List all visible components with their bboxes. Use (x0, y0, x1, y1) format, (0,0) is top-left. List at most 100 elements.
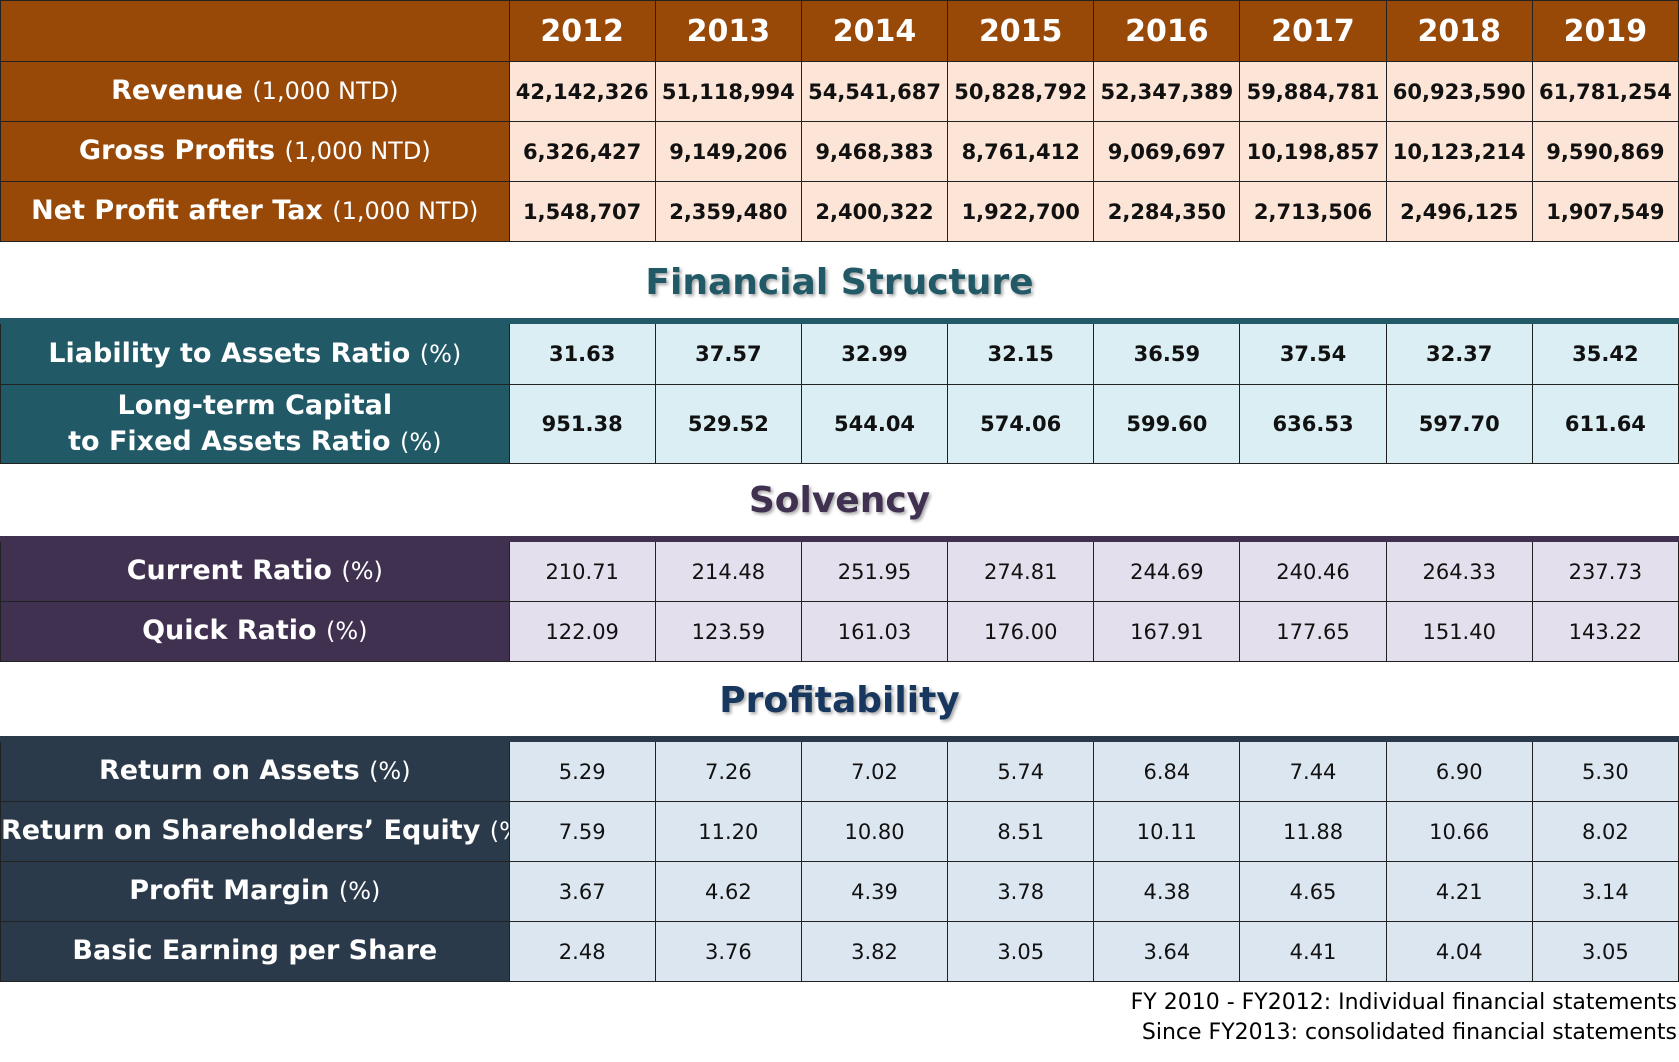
value-cell: 264.33 (1385, 538, 1533, 602)
value-cell: 611.64 (1531, 384, 1679, 464)
value-cell: 597.70 (1385, 384, 1533, 464)
row-label-line: Liability to Assets Ratio (%) (1, 336, 508, 372)
value-cell: 2,713,506 (1239, 181, 1387, 242)
header-corner (0, 0, 510, 62)
row-label: Quick Ratio (%) (0, 601, 510, 662)
value-cell: 50,828,792 (947, 61, 1095, 122)
value-cell: 54,541,687 (800, 61, 949, 122)
table-row: Return on Assets (%) 5.29 7.26 7.02 5.74 6.84… (0, 738, 1679, 802)
value-cell: 151.40 (1385, 601, 1533, 662)
table-row: Basic Earning per Share 2.48 3.76 3.82 3.05 3… (0, 921, 1679, 982)
footnote-individual-statements: FY 2010 - FY2012: Individual financial s… (1130, 990, 1677, 1015)
row-label-line: Net Profit after Tax (1,000 NTD) (1, 193, 508, 229)
value-cell: 214.48 (654, 538, 802, 602)
row-label-text: Basic Earning per Share (72, 935, 438, 967)
row-label: Net Profit after Tax (1,000 NTD) (0, 181, 510, 242)
year-header: 2018 (1385, 0, 1533, 62)
table-row: Profit Margin (%) 3.67 4.62 4.39 3.78 4.38 4.6… (0, 861, 1679, 922)
table-row: Return on Shareholders’ Equity (%)7.5911… (0, 801, 1679, 862)
year-header-row: 2012 2013 2014 2015 2016 2017 2018 2019 (0, 0, 1679, 62)
table-row: Net Profit after Tax (1,000 NTD) 1,548,70… (0, 181, 1679, 242)
table-row: Liability to Assets Ratio (%) 31.63 37.57 3… (0, 320, 1679, 385)
value-cell: 6.90 (1385, 738, 1533, 802)
section-title-financial-structure: Financial Structure (645, 262, 1034, 303)
row-label-line: Gross Profits (1,000 NTD) (1, 133, 508, 169)
value-cell: 544.04 (800, 384, 949, 464)
value-cell: 59,884,781 (1239, 61, 1387, 122)
value-cell: 3.78 (947, 861, 1095, 922)
value-cell: 52,347,389 (1093, 61, 1241, 122)
row-label: Return on Shareholders’ Equity (%) (0, 801, 510, 862)
profitability-table: Return on Assets (%) 5.29 7.26 7.02 5.74 6.84… (0, 736, 1679, 982)
row-label-text: Revenue (111, 75, 243, 107)
value-cell: 3.67 (508, 861, 656, 922)
row-unit: (%) (369, 757, 411, 786)
row-label-line: Basic Earning per Share (1, 933, 508, 969)
value-cell: 4.41 (1239, 921, 1387, 982)
row-label: Revenue (1,000 NTD) (0, 61, 510, 122)
row-unit: (%) (419, 339, 462, 368)
year-header: 2016 (1093, 0, 1241, 62)
value-cell: 8.51 (947, 801, 1095, 862)
value-cell: 8,761,412 (947, 121, 1095, 182)
value-cell: 8.02 (1531, 801, 1679, 862)
row-label-text: Gross Profits (78, 135, 276, 167)
value-cell: 167.91 (1093, 601, 1241, 662)
year-header: 2012 (508, 0, 656, 62)
row-unit: (1,000 NTD) (332, 197, 479, 226)
value-cell: 60,923,590 (1385, 61, 1533, 122)
value-cell: 10,123,214 (1385, 121, 1533, 182)
value-cell: 176.00 (947, 601, 1095, 662)
financial-structure-table: Liability to Assets Ratio (%) 31.63 37.57 3… (0, 318, 1679, 464)
value-cell: 51,118,994 (654, 61, 802, 122)
value-cell: 9,468,383 (800, 121, 949, 182)
value-cell: 529.52 (654, 384, 802, 464)
value-cell: 11.88 (1239, 801, 1387, 862)
value-cell: 7.26 (654, 738, 802, 802)
value-cell: 11.20 (654, 801, 802, 862)
value-cell: 3.14 (1531, 861, 1679, 922)
value-cell: 10,198,857 (1239, 121, 1387, 182)
value-cell: 4.62 (654, 861, 802, 922)
value-cell: 36.59 (1093, 320, 1241, 385)
value-cell: 42,142,326 (508, 61, 656, 122)
value-cell: 32.99 (800, 320, 949, 385)
value-cell: 143.22 (1531, 601, 1679, 662)
row-label: Long-term Capital to Fixed Assets Ratio (… (0, 384, 510, 464)
value-cell: 2,284,350 (1093, 181, 1241, 242)
row-label-line: Revenue (1,000 NTD) (1, 73, 508, 109)
value-cell: 4.21 (1385, 861, 1533, 922)
row-unit: (1,000 NTD) (284, 137, 431, 166)
row-label-line1: Long-term Capital (117, 389, 393, 421)
value-cell: 951.38 (508, 384, 656, 464)
value-cell: 31.63 (508, 320, 656, 385)
value-cell: 237.73 (1531, 538, 1679, 602)
row-label-line: Return on Assets (%) (1, 753, 508, 789)
value-cell: 1,907,549 (1531, 181, 1679, 242)
value-cell: 5.74 (947, 738, 1095, 802)
year-header: 2019 (1531, 0, 1679, 62)
value-cell: 5.29 (508, 738, 656, 802)
value-cell: 274.81 (947, 538, 1095, 602)
row-label-text: Liability to Assets Ratio (48, 337, 411, 369)
value-cell: 251.95 (800, 538, 949, 602)
value-cell: 4.04 (1385, 921, 1533, 982)
value-cell: 37.54 (1239, 320, 1387, 385)
row-unit: (%) (489, 817, 508, 846)
row-label: Liability to Assets Ratio (%) (0, 320, 510, 385)
row-label: Basic Earning per Share (0, 921, 510, 982)
value-cell: 1,922,700 (947, 181, 1095, 242)
value-cell: 10.11 (1093, 801, 1241, 862)
value-cell: 4.39 (800, 861, 949, 922)
value-cell: 161.03 (800, 601, 949, 662)
value-cell: 3.76 (654, 921, 802, 982)
value-cell: 5.30 (1531, 738, 1679, 802)
row-label-text: to Fixed Assets Ratio (68, 426, 391, 457)
row-label-line: Current Ratio (%) (1, 553, 508, 589)
value-cell: 177.65 (1239, 601, 1387, 662)
row-label-text: Return on Assets (98, 755, 360, 787)
value-cell: 122.09 (508, 601, 656, 662)
value-cell: 2.48 (508, 921, 656, 982)
row-label: Current Ratio (%) (0, 538, 510, 602)
